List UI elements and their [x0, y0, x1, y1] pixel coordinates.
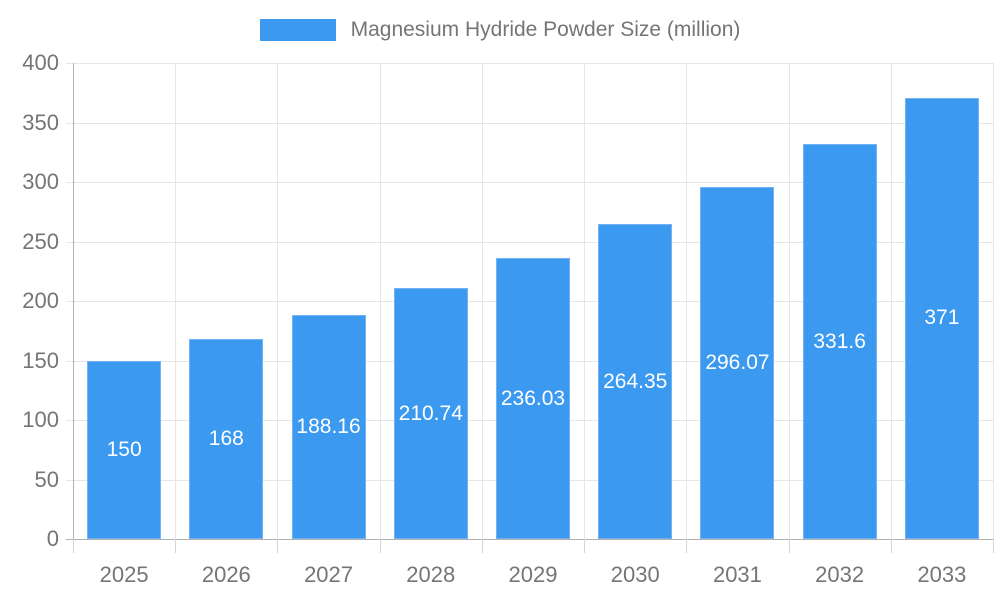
y-axis-tick-label: 150 — [22, 347, 59, 373]
y-axis-line — [73, 63, 74, 539]
x-axis-tick-label: 2029 — [508, 562, 558, 587]
legend-label: Magnesium Hydride Powder Size (million) — [350, 18, 741, 41]
x-axis-tick-label: 2030 — [610, 562, 660, 587]
bar[interactable]: 296.07 — [700, 186, 775, 539]
bar[interactable]: 331.6 — [802, 144, 877, 539]
h-gridline — [66, 122, 993, 124]
bar[interactable]: 188.16 — [291, 315, 366, 539]
h-gridline — [66, 63, 993, 64]
bar[interactable]: 264.35 — [598, 224, 673, 539]
x-axis-tick — [686, 539, 688, 553]
bar-value-label: 168 — [208, 427, 244, 451]
v-gridline — [788, 63, 790, 539]
x-axis-tick-label: 2025 — [99, 562, 149, 587]
x-axis-tick-label: 2033 — [917, 562, 967, 587]
y-axis-tick-label: 200 — [22, 288, 59, 313]
v-gridline — [379, 63, 381, 539]
bar-value-label: 264.35 — [603, 369, 668, 393]
v-gridline — [175, 63, 177, 539]
x-axis-tick — [993, 539, 994, 553]
bar-value-label: 296.07 — [705, 350, 770, 374]
y-axis-tick-label: 100 — [22, 407, 59, 432]
x-axis-tick — [73, 539, 74, 553]
bar[interactable]: 168 — [189, 339, 264, 539]
v-gridline — [993, 63, 994, 539]
v-gridline — [481, 63, 483, 539]
x-axis-tick-label: 2032 — [815, 562, 865, 587]
v-gridline — [686, 63, 688, 539]
x-axis-tick — [175, 539, 177, 553]
bar-value-label: 188.16 — [296, 415, 361, 439]
y-axis-tick-label: 350 — [22, 109, 59, 135]
legend-item[interactable]: Magnesium Hydride Powder Size (million) — [0, 18, 1000, 42]
bar[interactable]: 150 — [87, 360, 162, 539]
x-axis-tick — [890, 539, 892, 553]
bar-value-label: 331.6 — [813, 329, 866, 353]
x-axis-tick — [379, 539, 381, 553]
x-axis-tick — [584, 539, 586, 553]
x-axis-tick — [788, 539, 790, 553]
y-axis-tick-label: 400 — [22, 50, 59, 75]
x-axis-line — [66, 539, 993, 540]
v-gridline — [584, 63, 586, 539]
bar[interactable]: 210.74 — [393, 288, 468, 539]
y-axis-tick-label: 50 — [34, 466, 59, 492]
bar[interactable]: 236.03 — [496, 258, 570, 539]
y-axis-tick-label: 300 — [22, 169, 59, 194]
x-axis-tick-label: 2026 — [201, 562, 251, 587]
y-axis-tick-label: 0 — [46, 526, 59, 551]
y-axis-tick-label: 250 — [22, 228, 59, 254]
legend-swatch-icon — [259, 19, 336, 41]
bar-value-label: 371 — [924, 306, 960, 330]
bar-value-label: 150 — [106, 437, 142, 461]
h-gridline — [66, 241, 993, 243]
bar-value-label: 210.74 — [398, 401, 463, 425]
h-gridline — [66, 182, 993, 183]
x-axis-tick — [277, 539, 279, 553]
x-axis-tick-label: 2028 — [406, 562, 456, 587]
bar[interactable]: 371 — [904, 97, 979, 539]
bar-value-label: 236.03 — [500, 386, 566, 410]
x-axis-tick — [481, 539, 483, 553]
x-axis-tick-label: 2031 — [712, 562, 762, 587]
v-gridline — [890, 63, 892, 539]
v-gridline — [277, 63, 279, 539]
x-axis-tick-label: 2027 — [304, 562, 354, 587]
